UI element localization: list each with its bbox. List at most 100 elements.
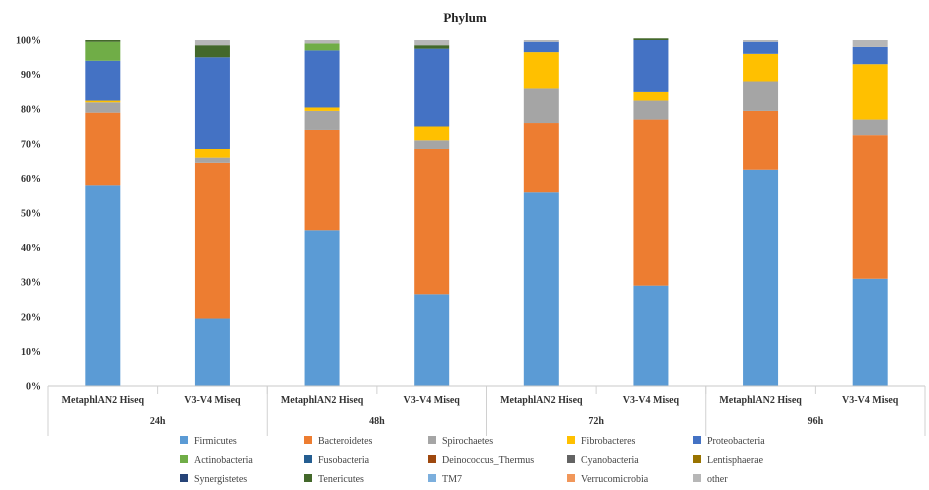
bar-segment	[85, 102, 121, 113]
bar-segment	[852, 46, 888, 65]
legend-label: Lentisphaerae	[707, 455, 764, 466]
group-label: 96h	[808, 416, 824, 427]
category-label: MetaphlAN2 Hiseq	[281, 395, 364, 406]
bar-segment	[523, 123, 559, 193]
category-label: V3-V4 Miseq	[842, 395, 899, 406]
y-tick-label: 20%	[21, 312, 41, 323]
y-tick-label: 60%	[21, 174, 41, 185]
category-label: MetaphlAN2 Hiseq	[719, 395, 802, 406]
bar-segment	[852, 64, 888, 120]
bar-segment	[743, 169, 779, 386]
legend-swatch	[180, 455, 188, 463]
legend-swatch	[693, 455, 701, 463]
y-tick-label: 10%	[21, 347, 41, 358]
bar-segment	[633, 100, 669, 120]
bar-segment	[304, 129, 340, 231]
category-label: MetaphlAN2 Hiseq	[62, 395, 145, 406]
y-tick-label: 0%	[26, 382, 41, 393]
bar-segment	[414, 45, 450, 49]
bar-segment	[743, 53, 779, 82]
category-label: V3-V4 Miseq	[403, 395, 460, 406]
bar-segment	[414, 148, 450, 295]
bar-segment	[85, 185, 121, 386]
y-tick-label: 80%	[21, 105, 41, 116]
bar-segment	[852, 135, 888, 279]
legend-swatch	[567, 436, 575, 444]
legend-label: Cyanobacteria	[581, 455, 639, 466]
y-tick-label: 100%	[16, 36, 41, 47]
bar-segment	[85, 40, 121, 42]
bar-segment	[523, 192, 559, 386]
chart-title: Phylum	[443, 10, 487, 25]
y-tick-label: 90%	[21, 70, 41, 81]
bar-segment	[414, 140, 450, 149]
legend-swatch	[428, 474, 436, 482]
bar-segment	[304, 230, 340, 386]
bar-segment	[414, 294, 450, 386]
legend-swatch	[428, 436, 436, 444]
category-label: V3-V4 Miseq	[184, 395, 241, 406]
bar-segment	[523, 52, 559, 89]
y-tick-label: 50%	[21, 209, 41, 220]
legend-label: Firmicutes	[194, 436, 237, 447]
bar-segment	[633, 38, 669, 40]
bar-segment	[743, 81, 779, 111]
bar-segment	[194, 157, 230, 163]
legend-swatch	[567, 455, 575, 463]
bar-segment	[743, 110, 779, 170]
category-label: MetaphlAN2 Hiseq	[500, 395, 583, 406]
legend-swatch	[180, 436, 188, 444]
legend-label: TM7	[442, 474, 462, 485]
bar-segment	[523, 40, 559, 42]
legend-label: other	[707, 474, 728, 485]
bar-segment	[852, 278, 888, 386]
bar-segment	[194, 40, 230, 46]
y-tick-label: 70%	[21, 139, 41, 150]
legend-label: Verrucomicrobia	[581, 474, 649, 485]
group-label: 72h	[588, 416, 604, 427]
bar-segment	[414, 126, 450, 141]
bar-segment	[523, 41, 559, 53]
bar-segment	[194, 318, 230, 386]
legend-swatch	[693, 436, 701, 444]
bar-segment	[852, 40, 888, 47]
legend-label: Deinococcus_Thermus	[442, 455, 534, 466]
category-label: V3-V4 Miseq	[623, 395, 680, 406]
legend-label: Spirochaetes	[442, 436, 493, 447]
bar-segment	[633, 91, 669, 101]
legend-swatch	[693, 474, 701, 482]
bar-segment	[523, 88, 559, 124]
bar-segment	[194, 57, 230, 149]
legend-label: Tenericutes	[318, 474, 364, 485]
bar-segment	[633, 40, 669, 92]
legend-swatch	[304, 436, 312, 444]
legend-label: Synergistetes	[194, 474, 247, 485]
bar-segment	[743, 41, 779, 54]
group-label: 48h	[369, 416, 385, 427]
bar-segment	[414, 48, 450, 127]
legend-label: Proteobacteria	[707, 436, 765, 447]
y-tick-label: 40%	[21, 243, 41, 254]
bar-segment	[743, 40, 779, 42]
bar-segment	[194, 45, 230, 58]
legend-label: Fusobacteria	[318, 455, 370, 466]
bar-segment	[85, 41, 121, 61]
bar-segment	[194, 162, 230, 319]
group-label: 24h	[150, 416, 166, 427]
legend-swatch	[304, 455, 312, 463]
legend-label: Actinobacteria	[194, 455, 253, 466]
legend-swatch	[567, 474, 575, 482]
bar-segment	[304, 50, 340, 108]
bar-segment	[304, 107, 340, 111]
bar-segment	[633, 119, 669, 286]
legend-label: Fibrobacteres	[581, 436, 636, 447]
y-tick-label: 30%	[21, 278, 41, 289]
bar-segment	[304, 43, 340, 51]
bar-segment	[85, 60, 121, 101]
legend-swatch	[180, 474, 188, 482]
bar-segment	[852, 119, 888, 136]
bar-segment	[85, 100, 121, 103]
bar-segment	[633, 285, 669, 386]
bar-segment	[304, 110, 340, 130]
